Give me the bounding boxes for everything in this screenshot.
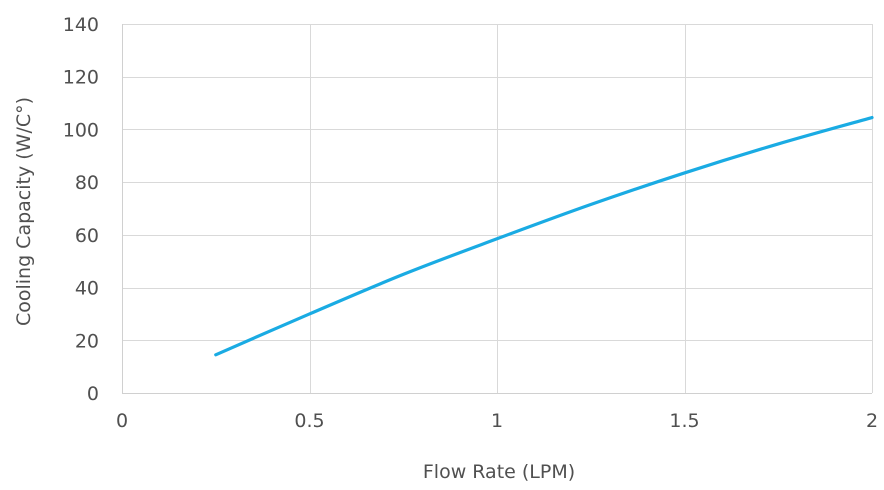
x-tick-label: 1.5 bbox=[669, 410, 699, 432]
y-tick-label: 140 bbox=[63, 14, 99, 36]
x-tick-label: 0.5 bbox=[294, 410, 324, 432]
x-tick-label: 2 bbox=[866, 410, 878, 432]
x-axis-title: Flow Rate (LPM) bbox=[423, 461, 575, 483]
series-line-0 bbox=[214, 115, 874, 357]
y-tick-label: 40 bbox=[75, 278, 99, 300]
y-tick-label: 20 bbox=[75, 330, 99, 352]
y-tick-label: 120 bbox=[63, 67, 99, 89]
y-tick-label: 80 bbox=[75, 172, 99, 194]
y-tick-label: 60 bbox=[75, 225, 99, 247]
axes bbox=[122, 24, 872, 394]
x-tick-label: 0 bbox=[116, 410, 128, 432]
series-layer bbox=[214, 115, 874, 357]
y-tick-label: 100 bbox=[63, 119, 99, 141]
tick-labels: 0 20 40 60 80 100 120 140 0 0.5 1 1.5 2 bbox=[63, 14, 878, 432]
grid bbox=[122, 24, 873, 393]
y-tick-label: 0 bbox=[87, 383, 99, 405]
y-axis-title: Cooling Capacity (W/C°) bbox=[13, 97, 35, 326]
x-tick-label: 1 bbox=[491, 410, 503, 432]
